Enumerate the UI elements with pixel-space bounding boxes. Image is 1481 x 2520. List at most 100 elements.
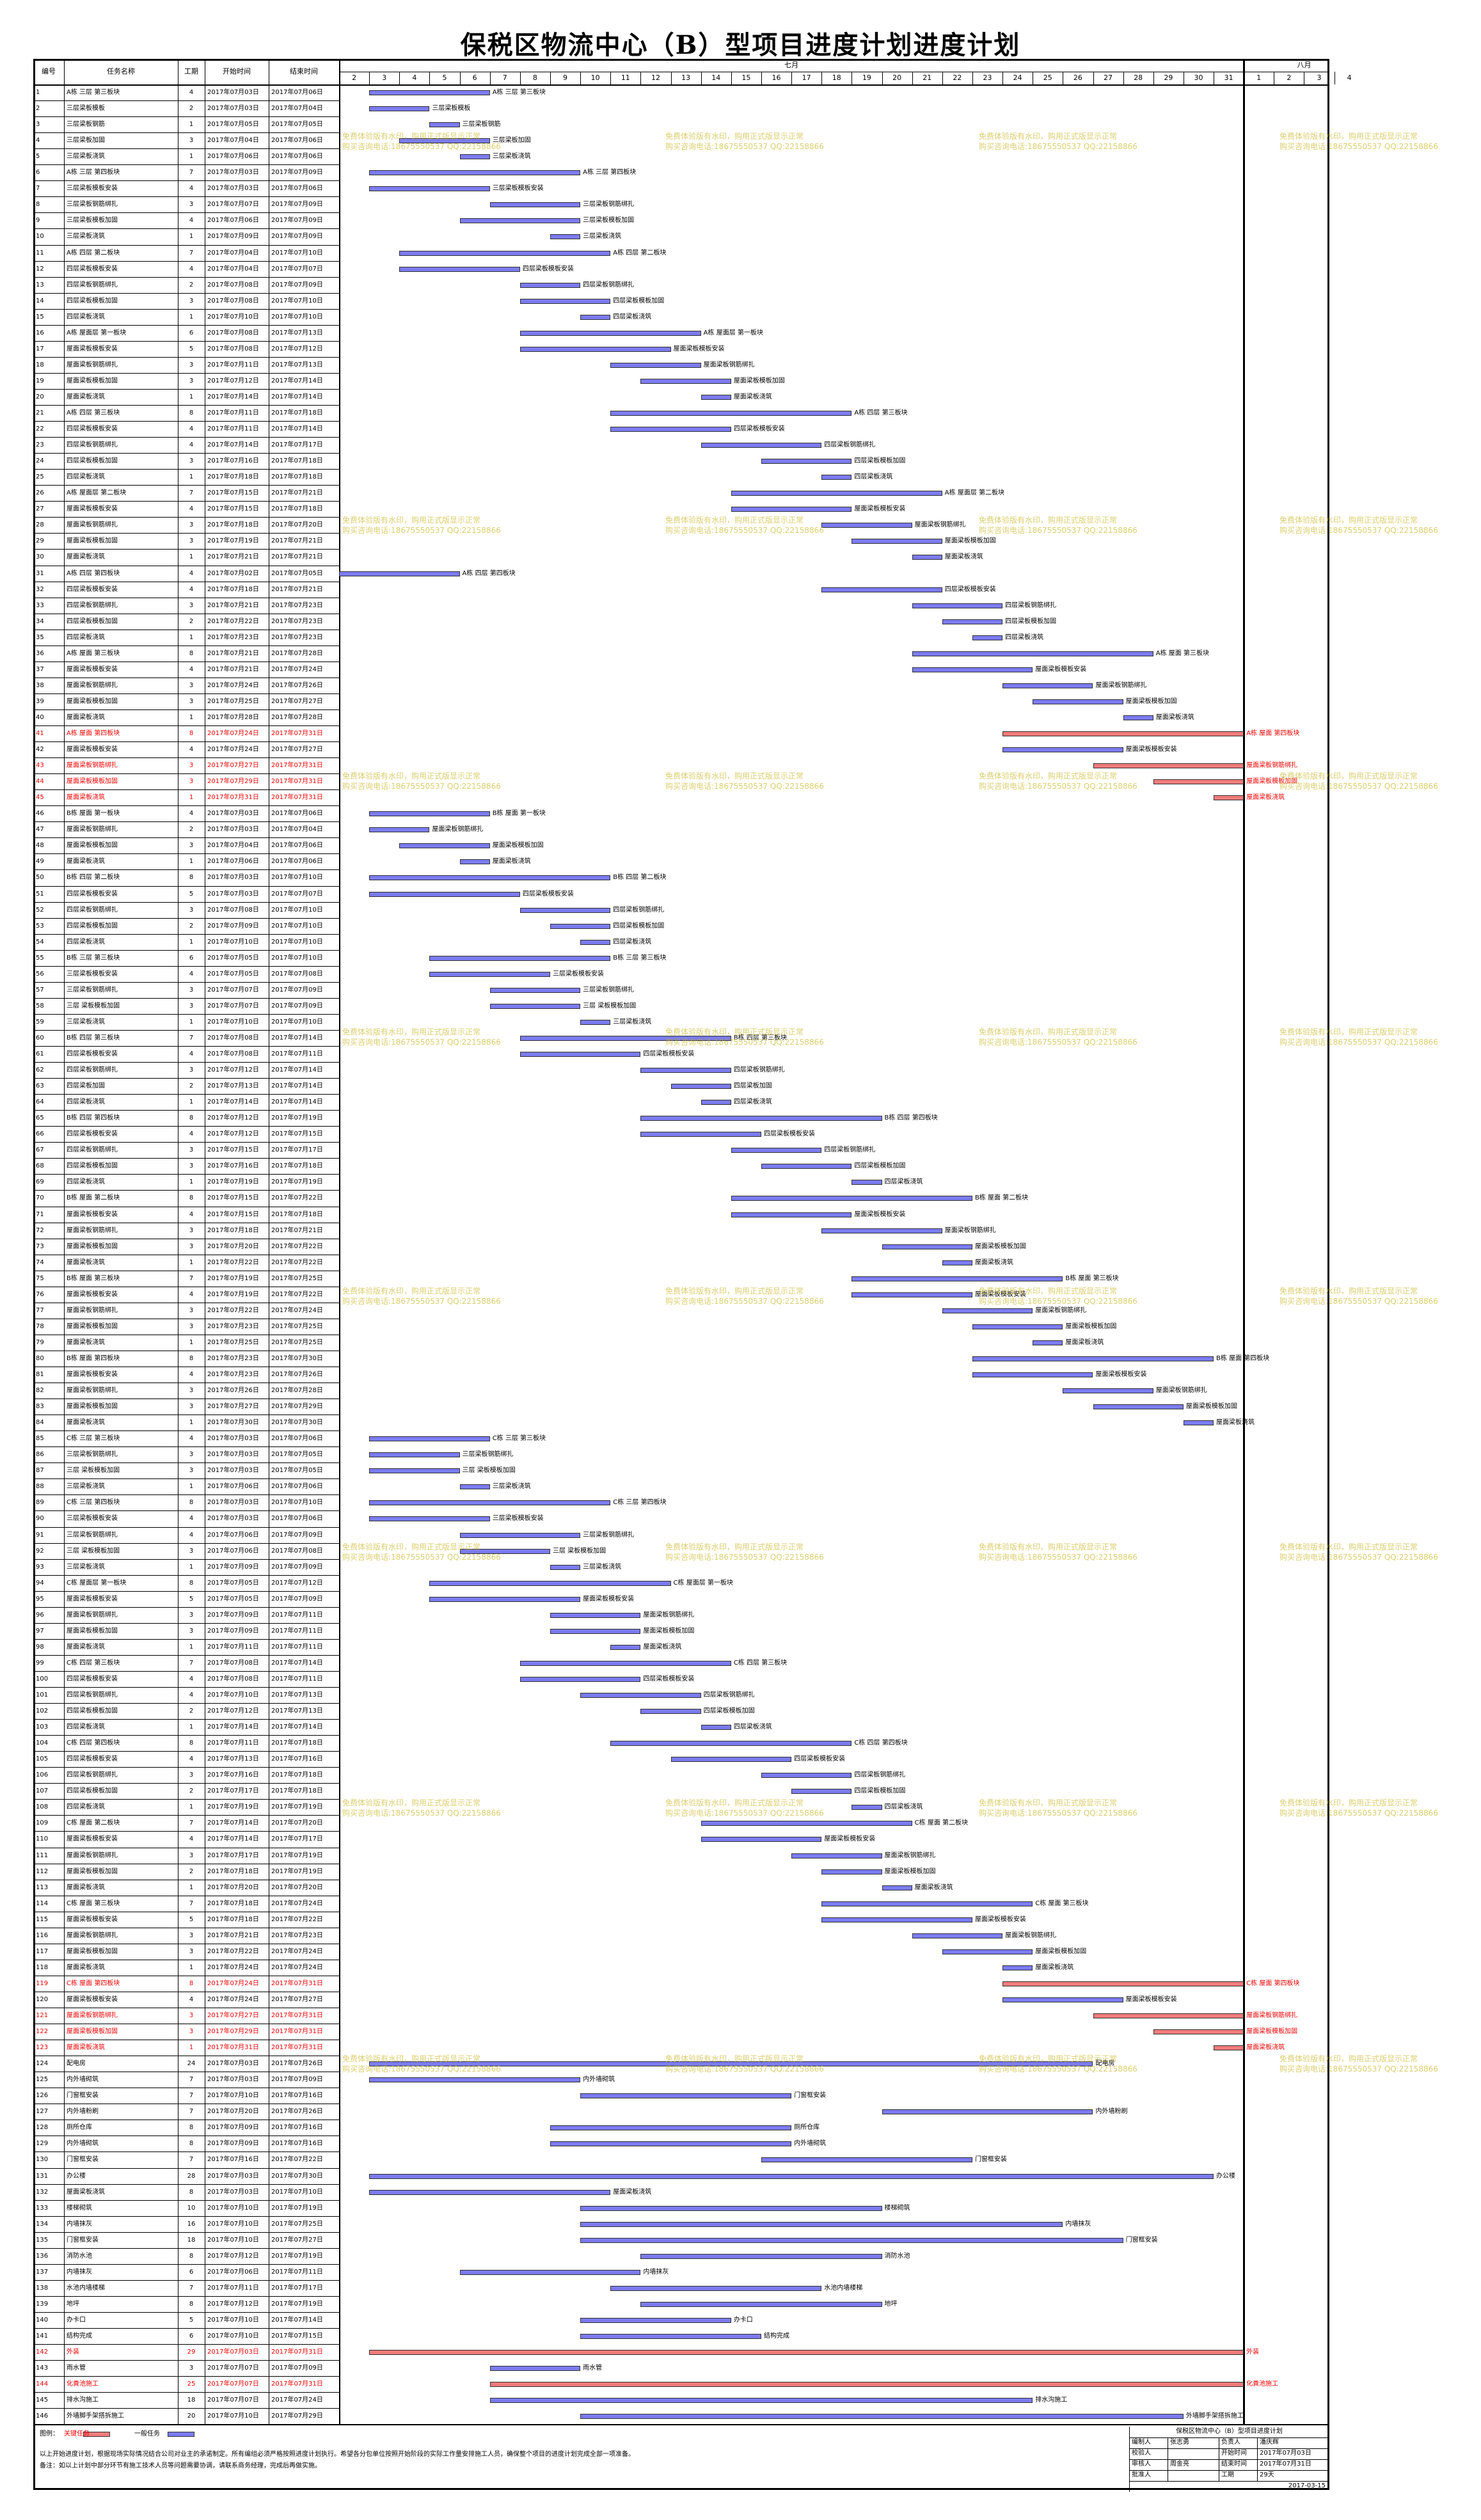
task-dur: 3 [189, 1547, 194, 1555]
task-dur: 1 [189, 1963, 194, 1971]
gantt-bar [369, 1468, 460, 1474]
task-no: 145 [36, 2397, 49, 2404]
task-no: 125 [36, 2076, 49, 2084]
gantt-bar [519, 1035, 731, 1041]
gantt-bar [701, 1100, 731, 1105]
task-dur: 8 [189, 1194, 194, 1202]
gantt-bar [580, 2317, 731, 2323]
day-label: 29 [1164, 74, 1173, 82]
task-name: 屋面梁板浇筑 [67, 713, 105, 721]
grid-line [33, 1831, 339, 1832]
grid-line [519, 72, 521, 84]
gantt-bar [459, 859, 490, 865]
gantt-bar [519, 1660, 731, 1666]
task-end: 2017年07月14日 [271, 393, 323, 400]
grid-line [33, 1767, 339, 1768]
task-dur: 7 [189, 1659, 194, 1667]
task-end: 2017年07月11日 [271, 1050, 323, 1058]
task-start: 2017年07月07日 [207, 2365, 259, 2372]
grid-line [459, 72, 461, 84]
task-start: 2017年07月03日 [207, 2349, 259, 2356]
bar-label: 屋面梁板钢筋绑扎 [884, 1851, 936, 1859]
task-dur: 4 [189, 585, 194, 593]
gantt-bar [851, 1805, 882, 1811]
task-dur: 4 [189, 1755, 194, 1763]
bar-label: 屋面梁板模板安装 [1095, 1371, 1147, 1378]
task-name: 三层梁板浇筑 [67, 233, 105, 241]
task-end: 2017年07月05日 [271, 1467, 323, 1475]
bar-label: A栋 三层 第四板块 [583, 169, 637, 177]
signature-cell: 结束时间 [1221, 2461, 1247, 2468]
grid-line [33, 869, 339, 871]
bar-label: 屋面梁板模板安装 [1035, 665, 1087, 673]
task-start: 2017年07月10日 [207, 2220, 259, 2228]
task-start: 2017年07月03日 [207, 169, 259, 177]
task-dur: 3 [189, 201, 194, 209]
legend-normal-swatch [168, 2432, 194, 2437]
task-end: 2017年07月26日 [271, 2060, 323, 2068]
grid-line [33, 1094, 339, 1095]
signature-cell: 开始时间 [1221, 2450, 1247, 2457]
task-start: 2017年07月17日 [207, 1851, 259, 1859]
task-dur: 28 [187, 2172, 196, 2180]
task-dur: 3 [189, 1226, 194, 1234]
task-dur: 2 [189, 826, 194, 834]
task-start: 2017年07月10日 [207, 938, 259, 946]
task-dur: 7 [189, 489, 194, 497]
task-end: 2017年07月10日 [271, 1018, 323, 1026]
task-end: 2017年07月05日 [271, 1451, 323, 1459]
task-dur: 6 [189, 2333, 194, 2340]
task-start: 2017年07月22日 [207, 1947, 259, 1955]
task-start: 2017年07月14日 [207, 1835, 259, 1843]
task-start: 2017年07月08日 [207, 906, 259, 914]
task-end: 2017年07月23日 [271, 1931, 323, 1939]
grid-line [33, 2360, 339, 2361]
task-start: 2017年07月18日 [207, 1226, 259, 1234]
grid-line [1093, 72, 1094, 84]
task-end: 2017年07月28日 [271, 649, 323, 657]
task-end: 2017年07月05日 [271, 121, 323, 129]
task-name: 内墙抹灰 [67, 2220, 92, 2228]
task-name: 四层梁板钢筋绑扎 [67, 441, 118, 449]
grid-line [33, 2424, 1329, 2426]
task-dur: 1 [189, 2044, 194, 2052]
bar-label: 四层梁板钢筋绑扎 [703, 1692, 755, 1699]
grid-line [1257, 2470, 1258, 2482]
task-end: 2017年07月31日 [271, 762, 323, 770]
gantt-bar [640, 1132, 761, 1137]
bar-label: 四层梁板模板加固 [613, 297, 665, 305]
gantt-bar [1002, 1965, 1033, 1970]
task-end: 2017年07月12日 [271, 345, 323, 353]
task-start: 2017年07月24日 [207, 730, 259, 737]
task-end: 2017年07月15日 [271, 1130, 323, 1138]
task-dur: 20 [187, 2413, 196, 2420]
task-end: 2017年07月13日 [271, 1708, 323, 1715]
signature-cell: 校验人 [1132, 2450, 1151, 2457]
task-no: 99 [36, 1659, 44, 1667]
bar-label: C栋 屋面层 第一板块 [673, 1579, 733, 1587]
task-dur: 29 [187, 2349, 196, 2356]
task-no: 122 [36, 2028, 49, 2036]
gantt-bar [399, 138, 490, 144]
gantt-bar [399, 843, 490, 849]
gantt-bar [369, 1516, 490, 1522]
task-name: 门窗框安装 [67, 2092, 99, 2100]
task-dur: 8 [189, 1579, 194, 1587]
bar-label: 内墙抹灰 [643, 2268, 669, 2276]
task-start: 2017年07月08日 [207, 281, 259, 289]
grid-line [33, 917, 339, 919]
task-start: 2017年07月05日 [207, 954, 259, 962]
grid-line [33, 997, 339, 999]
task-name: 屋面梁板浇筑 [67, 794, 105, 802]
task-name: 三层梁板钢筋绑扎 [67, 986, 118, 994]
grid-line [33, 1542, 339, 1544]
gantt-bar [459, 1548, 550, 1554]
task-dur: 7 [189, 2156, 194, 2164]
task-no: 61 [36, 1050, 44, 1058]
grid-line [33, 2183, 339, 2185]
signature-cell: 负责人 [1221, 2439, 1240, 2446]
bar-label: 四层梁板浇筑 [884, 1178, 923, 1186]
gantt-bar [851, 1276, 1063, 1281]
task-no: 100 [36, 1675, 49, 1683]
task-name: 四层梁板钢筋绑扎 [67, 1146, 118, 1154]
